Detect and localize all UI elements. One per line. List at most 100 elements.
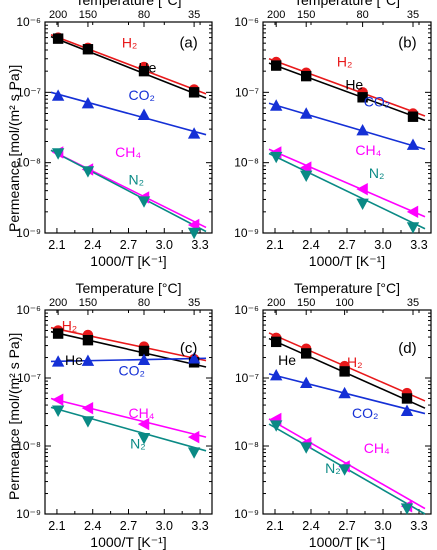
fit-line-n2 — [50, 406, 207, 452]
data-point-co2 — [356, 123, 369, 136]
top-tick-label: 200 — [267, 9, 285, 21]
data-point-co2 — [300, 107, 313, 119]
data-point-he — [301, 70, 312, 82]
y-tick-label: 10⁻⁷ — [17, 85, 41, 99]
series-label-n2: N₂ — [369, 165, 385, 181]
data-point-he — [339, 366, 350, 377]
x-tick-label: 2.4 — [302, 238, 319, 252]
fit-line-he — [268, 62, 426, 122]
data-point-ch4 — [406, 205, 419, 219]
fit-line-n2 — [268, 152, 426, 230]
top-tick-label: 200 — [49, 9, 67, 21]
data-point-co2 — [137, 108, 151, 120]
series-label-ch4: CH₄ — [355, 142, 381, 158]
x-tick-label: 3.0 — [156, 238, 173, 252]
series-label-co2: CO₂ — [129, 87, 155, 103]
y-tick-label: 10⁻⁷ — [235, 85, 259, 99]
series-label-co2: CO₂ — [364, 93, 390, 109]
data-point-co2 — [51, 89, 65, 101]
y-tick-label: 10⁻⁹ — [234, 226, 259, 240]
y-tick-label: 10⁻⁶ — [16, 15, 41, 29]
data-point-n2 — [300, 442, 313, 454]
x-tick-label: 2.1 — [266, 519, 283, 533]
top-tick-label: 35 — [188, 9, 200, 21]
x-tick-label: 3.3 — [410, 238, 427, 252]
y-tick-label: 10⁻⁹ — [16, 226, 41, 240]
plot-frame — [44, 21, 213, 234]
y-tick-label: 10⁻⁶ — [234, 15, 259, 29]
panel-label: (a) — [179, 34, 197, 51]
x-tick-label: 2.7 — [120, 238, 137, 252]
fit-line-h2 — [50, 326, 207, 362]
x-tick-label: 3.0 — [374, 238, 391, 252]
bottom-axis-title: 1000/T [K⁻¹] — [309, 534, 385, 550]
series-label-ch4: CH₄ — [364, 440, 390, 456]
series-label-n2: N₂ — [130, 436, 146, 452]
series-label-he: He — [345, 77, 363, 93]
data-point-he — [271, 60, 282, 71]
data-point-n2 — [356, 198, 369, 211]
x-tick-label: 2.7 — [338, 519, 355, 533]
series-label-he: He — [278, 352, 296, 368]
x-tick-label: 3.3 — [410, 519, 427, 533]
data-point-n2 — [51, 148, 65, 160]
data-point-he — [52, 328, 64, 339]
y-tick-label: 10⁻⁶ — [16, 303, 41, 317]
data-point-co2 — [81, 354, 95, 366]
series-label-h2: H₂ — [347, 354, 363, 370]
fit-line-he — [50, 35, 207, 99]
panel-label: (b) — [398, 34, 416, 51]
series-label-n2: N₂ — [129, 171, 145, 187]
top-tick-label: 150 — [79, 297, 97, 309]
data-point-n2 — [137, 433, 151, 445]
x-tick-label: 3.3 — [191, 238, 208, 252]
data-point-ch4 — [81, 401, 94, 415]
fit-line-h2 — [50, 33, 207, 95]
top-axis-title: Temperature [°C] — [76, 280, 182, 296]
top-tick-label: 150 — [79, 9, 97, 21]
series-label-ch4: CH₄ — [129, 405, 155, 421]
x-tick-label: 2.4 — [302, 519, 319, 533]
data-point-n2 — [300, 170, 313, 183]
top-axis-title: Temperature [°C] — [294, 0, 400, 8]
top-tick-label: 150 — [297, 297, 315, 309]
chart-panel-1: 2.1 2.4 2.7 3.0 3.3 200 150 80 35 Temperature [°C… — [16, 0, 213, 269]
panel-label: (d) — [398, 340, 416, 357]
bottom-axis-title: 1000/T [K⁻¹] — [90, 534, 166, 550]
fit-line-co2 — [50, 357, 207, 363]
x-tick-label: 2.1 — [266, 238, 283, 252]
data-point-n2 — [187, 227, 201, 240]
data-point-co2 — [81, 97, 95, 109]
data-point-co2 — [406, 138, 420, 150]
data-point-he — [138, 345, 150, 357]
data-point-ch4 — [51, 393, 64, 406]
data-point-ch4 — [187, 430, 200, 444]
series-label-ch4: CH₄ — [115, 144, 141, 160]
series-label-he: He — [65, 352, 83, 368]
top-tick-label: 200 — [49, 297, 67, 309]
data-point-ch4 — [356, 182, 368, 196]
data-point-co2 — [400, 404, 414, 416]
chart-panel-2: 2.1 2.4 2.7 3.0 3.3 200 150 80 35 Temperature [°C… — [234, 0, 432, 269]
data-point-he — [271, 336, 282, 348]
top-tick-label: 150 — [297, 9, 315, 21]
data-point-co2 — [338, 386, 351, 399]
fit-line-he — [50, 330, 207, 368]
x-tick-label: 2.4 — [84, 238, 101, 252]
top-tick-label: 80 — [138, 9, 150, 21]
top-tick-label: 35 — [407, 297, 419, 309]
data-point-he — [401, 393, 413, 404]
x-tick-label: 3.0 — [374, 519, 391, 533]
data-point-co2 — [270, 99, 283, 111]
x-tick-label: 3.0 — [156, 519, 173, 533]
fit-line-h2 — [268, 58, 426, 117]
top-tick-label: 35 — [407, 9, 419, 21]
y-tick-label: 10⁻⁸ — [234, 439, 259, 453]
data-point-n2 — [406, 222, 420, 234]
data-point-he — [188, 87, 200, 98]
data-point-he — [82, 334, 94, 346]
bottom-axis-title: 1000/T [K⁻¹] — [309, 253, 385, 269]
x-tick-label: 2.4 — [84, 519, 101, 533]
top-axis-title: Temperature [°C] — [294, 280, 400, 296]
